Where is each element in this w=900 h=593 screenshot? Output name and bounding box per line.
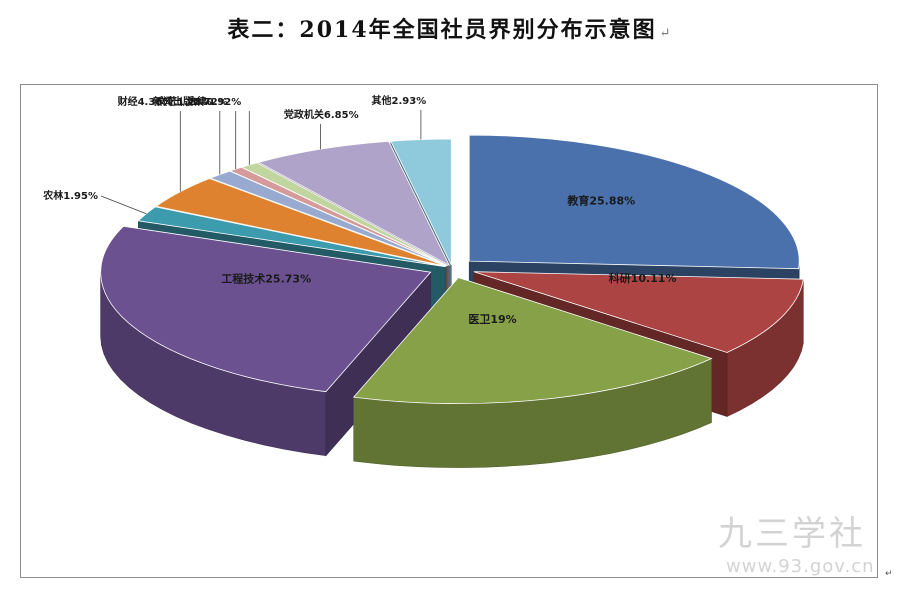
page-title-text: 表二：2014年全国社员界别分布示意图 [227, 17, 657, 43]
slice-195-label: 农林1.95% [42, 189, 98, 202]
slice-685-wedge [257, 140, 451, 267]
corner-mark: ↵ [885, 569, 893, 579]
watermark-logo: 九三学社 [718, 514, 866, 554]
slice-092-wedge [240, 162, 448, 266]
slice-1011-label: 科研10.11% [609, 271, 677, 285]
pie-tops [100, 134, 804, 405]
slice-2573-label: 工程技术25.73% [221, 272, 311, 286]
slice-2588-wedge [468, 134, 800, 270]
slice-436-label: 财经4.36% [117, 95, 173, 108]
page-title: 表二：2014年全国社员界别分布示意图 ↵ [0, 12, 900, 44]
slice-293-wedge [390, 138, 452, 266]
slice-072-label: 新闻出版0.72% [153, 95, 228, 108]
slice-685-label: 党政机关6.85% [284, 108, 359, 121]
slice-1011-wedge [473, 271, 804, 353]
slice-19-label: 医卫19% [468, 313, 516, 326]
return-mark: ↵ [659, 26, 673, 41]
slice-2573-wedge [100, 225, 432, 393]
watermark-url: www.93.gov.cn [726, 556, 875, 577]
slice-092-label: 法律0.92% [187, 95, 242, 108]
pie-labels: 教育25.88% 科研10.11% 医卫19% 工程技术25.73% 农林1.95% 财经… [42, 94, 676, 326]
slice-128-label: 文艺1.28% [157, 95, 212, 108]
slice-293-label: 其他2.93% [372, 94, 427, 107]
chart-frame [20, 84, 878, 578]
slice-195-leader-line [100, 195, 147, 215]
slice-2588-label: 教育25.88% [566, 194, 635, 208]
slice-19-wedge [352, 277, 713, 405]
